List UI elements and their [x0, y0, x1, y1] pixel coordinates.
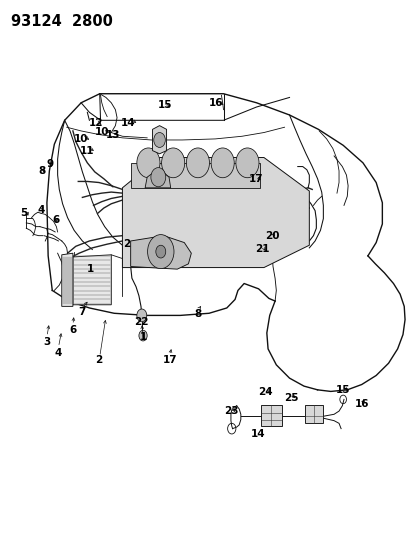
Text: 4: 4 — [55, 348, 62, 358]
Text: 13: 13 — [105, 130, 120, 140]
Text: 8: 8 — [194, 309, 201, 319]
Text: 10: 10 — [74, 134, 88, 144]
Polygon shape — [131, 163, 259, 188]
Text: 12: 12 — [88, 118, 102, 128]
Text: 17: 17 — [249, 174, 263, 184]
Text: 6: 6 — [52, 215, 59, 225]
Text: 15: 15 — [335, 385, 349, 395]
Polygon shape — [131, 236, 191, 269]
Circle shape — [161, 148, 184, 177]
Text: 16: 16 — [209, 98, 223, 108]
Circle shape — [150, 167, 165, 187]
Circle shape — [155, 245, 165, 258]
Text: 7: 7 — [78, 306, 86, 317]
Text: 10: 10 — [94, 127, 109, 137]
FancyBboxPatch shape — [304, 405, 322, 423]
Text: 1: 1 — [139, 332, 146, 342]
Text: 2: 2 — [95, 354, 102, 365]
Text: 8: 8 — [38, 166, 45, 176]
Text: 14: 14 — [251, 429, 265, 439]
Circle shape — [137, 148, 159, 177]
Text: 11: 11 — [80, 146, 94, 156]
Text: 23: 23 — [224, 406, 238, 416]
Text: 24: 24 — [258, 387, 272, 398]
Text: 22: 22 — [133, 317, 148, 327]
Polygon shape — [145, 172, 170, 188]
Text: 21: 21 — [255, 245, 269, 254]
Circle shape — [153, 133, 165, 148]
Circle shape — [147, 235, 173, 269]
Text: 16: 16 — [354, 399, 368, 409]
Text: 14: 14 — [121, 118, 135, 128]
Circle shape — [235, 148, 259, 177]
Polygon shape — [122, 158, 309, 268]
Circle shape — [139, 330, 147, 341]
Text: 1: 1 — [87, 264, 94, 274]
Text: 2: 2 — [123, 239, 130, 248]
Text: 20: 20 — [264, 231, 279, 241]
Circle shape — [186, 148, 209, 177]
Text: 15: 15 — [157, 100, 172, 110]
Text: 6: 6 — [69, 325, 76, 335]
Circle shape — [137, 309, 146, 322]
Text: 9: 9 — [47, 159, 54, 169]
Polygon shape — [62, 253, 73, 306]
Circle shape — [211, 148, 234, 177]
Text: 4: 4 — [37, 205, 45, 215]
Polygon shape — [73, 255, 111, 305]
Text: 17: 17 — [162, 354, 177, 365]
Text: 93124  2800: 93124 2800 — [11, 14, 113, 29]
Polygon shape — [152, 126, 166, 154]
FancyBboxPatch shape — [260, 405, 281, 426]
Text: 5: 5 — [21, 208, 28, 219]
Text: 25: 25 — [284, 393, 298, 403]
Text: 3: 3 — [43, 337, 50, 347]
